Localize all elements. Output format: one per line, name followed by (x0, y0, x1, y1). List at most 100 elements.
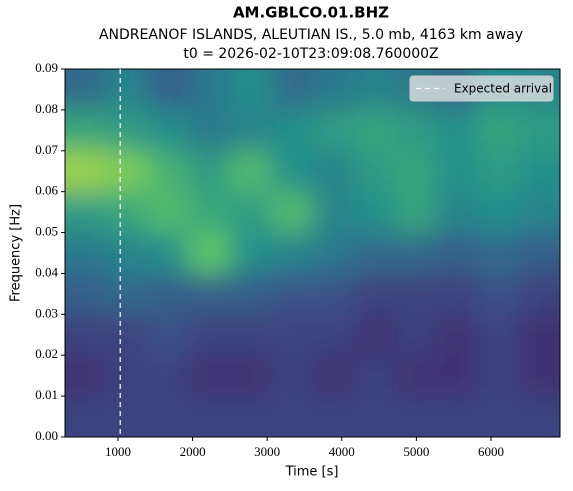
heatmap-cell (188, 273, 230, 315)
heatmap-cell (188, 69, 230, 110)
heatmap-cell (436, 191, 478, 233)
heatmap-cell (394, 396, 437, 437)
heatmap-cell (477, 232, 519, 274)
legend-label: Expected arrival (454, 82, 552, 96)
heatmap-cell (65, 191, 107, 233)
heatmap-cell (518, 191, 560, 233)
heatmap-cell (271, 396, 313, 437)
heatmap-cell (436, 355, 478, 397)
heatmap-cell (188, 150, 230, 192)
heatmap-cell (353, 150, 396, 192)
heatmap-cell (312, 273, 354, 315)
heatmap-cell (106, 396, 148, 437)
heatmap-cell (518, 232, 560, 274)
heatmap-cell (147, 191, 189, 233)
y-axis-label: Frequency [Hz] (9, 204, 24, 302)
heatmap-cell (106, 191, 148, 233)
heatmap-cell (65, 69, 107, 110)
heatmap-cell (229, 273, 272, 315)
heatmap-cell (477, 150, 519, 192)
heatmap-cell (271, 314, 313, 356)
heatmap-cell (106, 69, 148, 110)
heatmap-cell (188, 396, 230, 437)
heatmap-cell (436, 273, 478, 315)
heatmap-cell (147, 355, 189, 397)
heatmap-cell (394, 191, 437, 233)
heatmap-cell (436, 109, 478, 151)
chart-subtitle: ANDREANOF ISLANDS, ALEUTIAN IS., 5.0 mb,… (99, 27, 523, 43)
heatmap-cell (312, 355, 354, 397)
heatmap-cell (271, 69, 313, 110)
heatmap-cell (353, 69, 396, 110)
heatmap-cell (518, 396, 560, 437)
heatmap-cell (353, 314, 396, 356)
heatmap-cell (106, 150, 148, 192)
heatmap-cell (271, 191, 313, 233)
y-tick-label: 0.00 (35, 428, 58, 443)
heatmap-cell (188, 355, 230, 397)
heatmap-cell (147, 150, 189, 192)
heatmap-cell (436, 232, 478, 274)
heatmap-cell (312, 191, 354, 233)
heatmap-cell (312, 314, 354, 356)
heatmap-cell (106, 232, 148, 274)
heatmap-cell (477, 314, 519, 356)
x-tick-label: 4000 (329, 444, 355, 459)
heatmap-cell (394, 150, 437, 192)
heatmap-cell (106, 314, 148, 356)
heatmap-cell (312, 150, 354, 192)
heatmap-cell (353, 232, 396, 274)
heatmap-cell (518, 273, 560, 315)
heatmap-cell (147, 232, 189, 274)
x-tick-label: 5000 (403, 444, 429, 459)
plot-frame (64, 68, 561, 438)
heatmap-cell (477, 109, 519, 151)
heatmap-cell (353, 109, 396, 151)
chart-title: AM.GBLCO.01.BHZ (233, 4, 389, 22)
x-tick-label: 3000 (254, 444, 280, 459)
heatmap-cell (436, 314, 478, 356)
heatmap-cell (518, 150, 560, 192)
y-tick-label: 0.01 (35, 387, 58, 402)
heatmap-cell (271, 150, 313, 192)
heatmap-cell (147, 273, 189, 315)
heatmap-cell (477, 396, 519, 437)
heatmap-cell (353, 355, 396, 397)
heatmap-cell (147, 69, 189, 110)
heatmap-cell (312, 109, 354, 151)
heatmap-cell (65, 314, 107, 356)
heatmap-cell (353, 273, 396, 315)
heatmap-cell (65, 273, 107, 315)
y-tick-label: 0.03 (35, 305, 58, 320)
heatmap-cell (229, 314, 272, 356)
heatmap-cell (518, 314, 560, 356)
heatmap-cell (271, 109, 313, 151)
heatmap-cell (518, 355, 560, 397)
heatmap-cell (312, 69, 354, 110)
heatmap-cell (312, 396, 354, 437)
heatmap-cell (271, 232, 313, 274)
annotation: t0 = 2026-02-10T23:09:08.760000Z (183, 46, 438, 62)
x-tick-label: 1000 (105, 444, 131, 459)
y-tick-label: 0.09 (35, 60, 58, 75)
legend-box (409, 75, 554, 102)
x-tick-label: 6000 (478, 444, 504, 459)
heatmap-cell (271, 355, 313, 397)
y-tick-label: 0.02 (35, 346, 58, 361)
heatmap-cell (394, 109, 437, 151)
y-tick-label: 0.08 (35, 101, 58, 116)
heatmap-cell (106, 355, 148, 397)
heatmap-cell (65, 355, 107, 397)
heatmap-cell (394, 355, 437, 397)
heatmap-cell (353, 396, 396, 437)
x-axis-label: Time [s] (285, 465, 339, 480)
heatmap-cell (271, 273, 313, 315)
heatmap (65, 69, 560, 437)
heatmap-cell (147, 109, 189, 151)
y-tick-label: 0.04 (35, 264, 58, 279)
y-tick-label: 0.06 (35, 183, 58, 198)
heatmap-cell (477, 191, 519, 233)
heatmap-cell (188, 109, 230, 151)
heatmap-cell (518, 109, 560, 151)
